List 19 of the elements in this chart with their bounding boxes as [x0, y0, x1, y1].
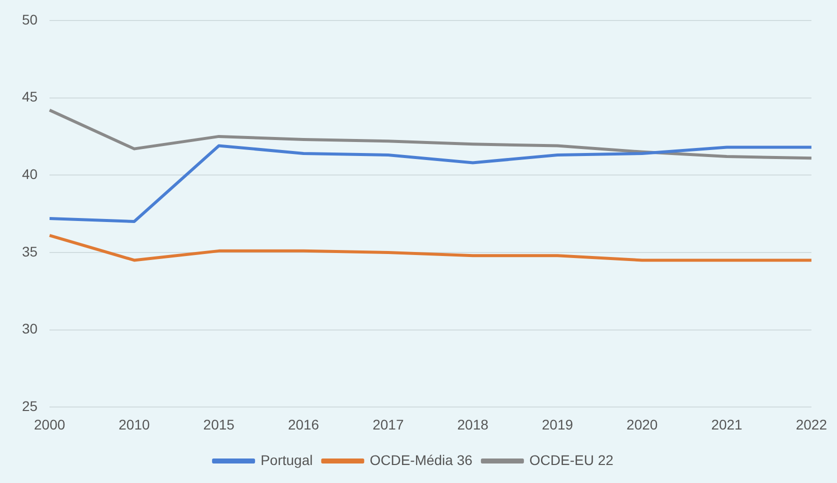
y-tick-label: 25 [22, 398, 38, 414]
y-tick-label: 50 [22, 11, 38, 28]
x-tick-label: 2000 [34, 416, 66, 432]
legend-label: OCDE-Média 36 [370, 452, 473, 468]
x-tick-label: 2017 [372, 416, 404, 432]
y-tick-label: 45 [22, 88, 38, 105]
x-tick-label: 2022 [796, 416, 828, 432]
legend-label: Portugal [260, 452, 313, 468]
legend-label: OCDE-EU 22 [529, 452, 614, 468]
x-tick-label: 2010 [118, 416, 150, 432]
y-tick-label: 40 [22, 166, 38, 182]
x-tick-label: 2020 [626, 416, 658, 432]
x-tick-label: 2015 [203, 416, 235, 432]
x-tick-label: 2019 [542, 416, 574, 432]
x-tick-label: 2016 [288, 416, 320, 432]
y-tick-label: 30 [22, 320, 38, 337]
y-tick-label: 35 [22, 243, 38, 260]
x-tick-label: 2021 [711, 416, 743, 432]
x-tick-label: 2018 [457, 416, 489, 432]
